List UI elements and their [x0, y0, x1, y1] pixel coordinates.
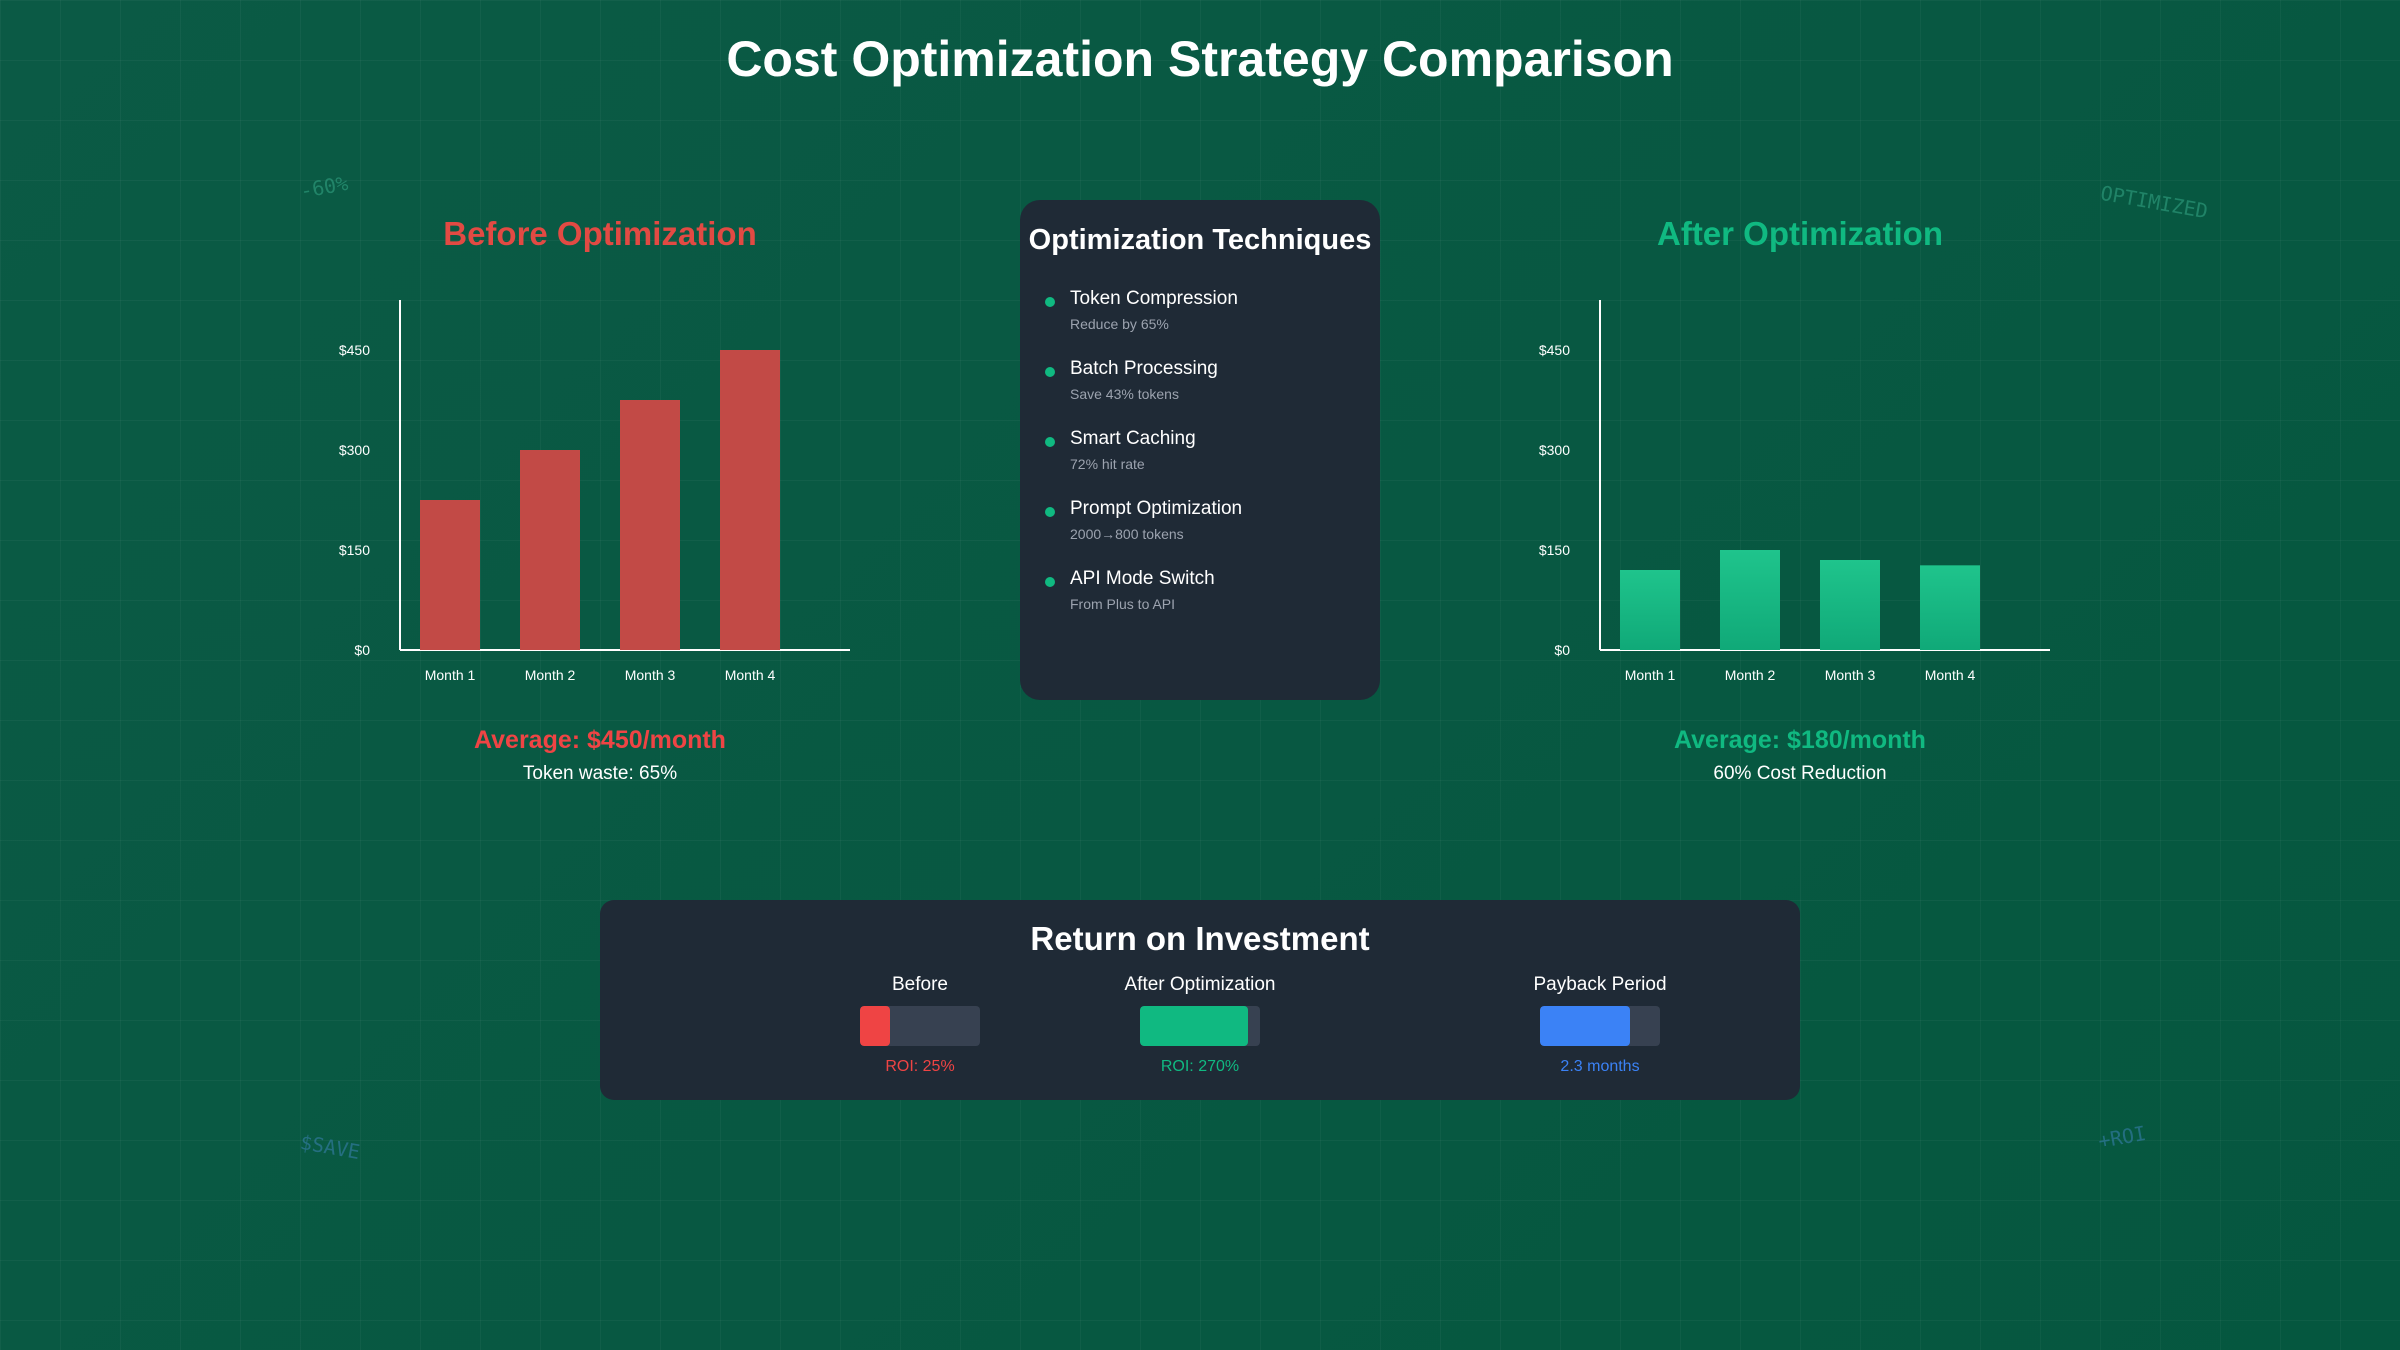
roi-progress-track	[1540, 1006, 1660, 1046]
technique-detail: Reduce by 65%	[1070, 316, 1169, 332]
roi-metric-label: After Optimization	[1124, 974, 1276, 995]
roi-progress-fill	[860, 1006, 890, 1046]
before-chart: $0 $150 $300 $450 Month 1 Month 2 Month 3 Month…	[339, 300, 850, 683]
after-average: Average: $180/month	[1674, 726, 1926, 754]
roi-progress-fill	[1140, 1006, 1248, 1046]
technique-label: Smart Caching	[1070, 428, 1196, 449]
bar	[1820, 560, 1880, 650]
x-tick-label: Month 2	[1725, 667, 1776, 683]
y-tick-label: $0	[1554, 642, 1570, 658]
roi-metric-value: ROI: 270%	[1160, 1058, 1240, 1075]
before-title: Before Optimization	[443, 215, 757, 252]
technique-item: API Mode Switch From Plus to API	[1045, 568, 1215, 612]
technique-item: Prompt Optimization 2000→800 tokens	[1045, 498, 1243, 542]
roi-progress-fill	[1540, 1006, 1630, 1046]
bar	[1620, 570, 1680, 650]
x-tick-label: Month 1	[425, 667, 476, 683]
technique-detail: 72% hit rate	[1070, 456, 1145, 472]
roi-progress-track	[1140, 1006, 1260, 1046]
bar	[1920, 565, 1980, 650]
y-tick-label: $0	[354, 642, 370, 658]
techniques-title: Optimization Techniques	[1028, 224, 1372, 256]
roi-metric-before: Before ROI: 25%	[800, 974, 1040, 1076]
roi-metric-payback: Payback Period 2.3 months	[1480, 974, 1720, 1076]
bullet-dot-icon	[1045, 507, 1055, 517]
technique-item: Batch Processing Save 43% tokens	[1045, 358, 1218, 402]
roi-metric-label: Payback Period	[1533, 974, 1667, 995]
technique-detail: Save 43% tokens	[1070, 386, 1179, 402]
technique-detail: From Plus to API	[1070, 596, 1176, 612]
y-tick-label: $300	[339, 442, 370, 458]
after-cost-reduction: 60% Cost Reduction	[1713, 763, 1887, 784]
technique-item: Token Compression Reduce by 65%	[1045, 288, 1238, 332]
technique-detail: 2000→800 tokens	[1070, 526, 1184, 542]
before-average: Average: $450/month	[474, 726, 726, 754]
technique-item: Smart Caching 72% hit rate	[1045, 428, 1196, 472]
y-tick-label: $450	[1539, 342, 1570, 358]
roi-metric-label: Before	[892, 974, 948, 995]
roi-metric-value: ROI: 25%	[885, 1058, 955, 1075]
bar	[520, 450, 580, 650]
after-title: After Optimization	[1657, 215, 1943, 252]
bar	[1720, 550, 1780, 650]
technique-label: Token Compression	[1070, 288, 1238, 309]
x-tick-label: Month 4	[1925, 667, 1976, 683]
bar	[620, 400, 680, 650]
x-tick-label: Month 4	[725, 667, 776, 683]
roi-title: Return on Investment	[1030, 920, 1370, 957]
y-tick-label: $150	[339, 542, 370, 558]
y-tick-label: $450	[339, 342, 370, 358]
roi-progress-track	[860, 1006, 980, 1046]
x-tick-label: Month 3	[1825, 667, 1876, 683]
x-tick-label: Month 3	[625, 667, 676, 683]
technique-label: Batch Processing	[1070, 358, 1218, 379]
after-chart: $0 $150 $300 $450 Month 1 Month 2 Month 3 Month…	[1539, 300, 2050, 683]
technique-label: Prompt Optimization	[1070, 498, 1243, 519]
bar	[720, 350, 780, 650]
techniques-card: Optimization Techniques Token Compressio…	[1020, 200, 1380, 700]
bar	[420, 500, 480, 650]
bullet-dot-icon	[1045, 437, 1055, 447]
x-tick-label: Month 1	[1625, 667, 1676, 683]
roi-card: Return on Investment Before ROI: 25% Aft…	[600, 900, 1800, 1100]
bullet-dot-icon	[1045, 367, 1055, 377]
x-tick-label: Month 2	[525, 667, 576, 683]
roi-metric-after: After Optimization ROI: 270%	[1080, 974, 1320, 1076]
roi-metric-value: 2.3 months	[1560, 1058, 1640, 1075]
bullet-dot-icon	[1045, 577, 1055, 587]
before-token-waste: Token waste: 65%	[522, 763, 678, 784]
y-tick-label: $300	[1539, 442, 1570, 458]
technique-label: API Mode Switch	[1070, 568, 1215, 589]
bullet-dot-icon	[1045, 297, 1055, 307]
y-tick-label: $150	[1539, 542, 1570, 558]
page-title: Cost Optimization Strategy Comparison	[726, 31, 1674, 87]
